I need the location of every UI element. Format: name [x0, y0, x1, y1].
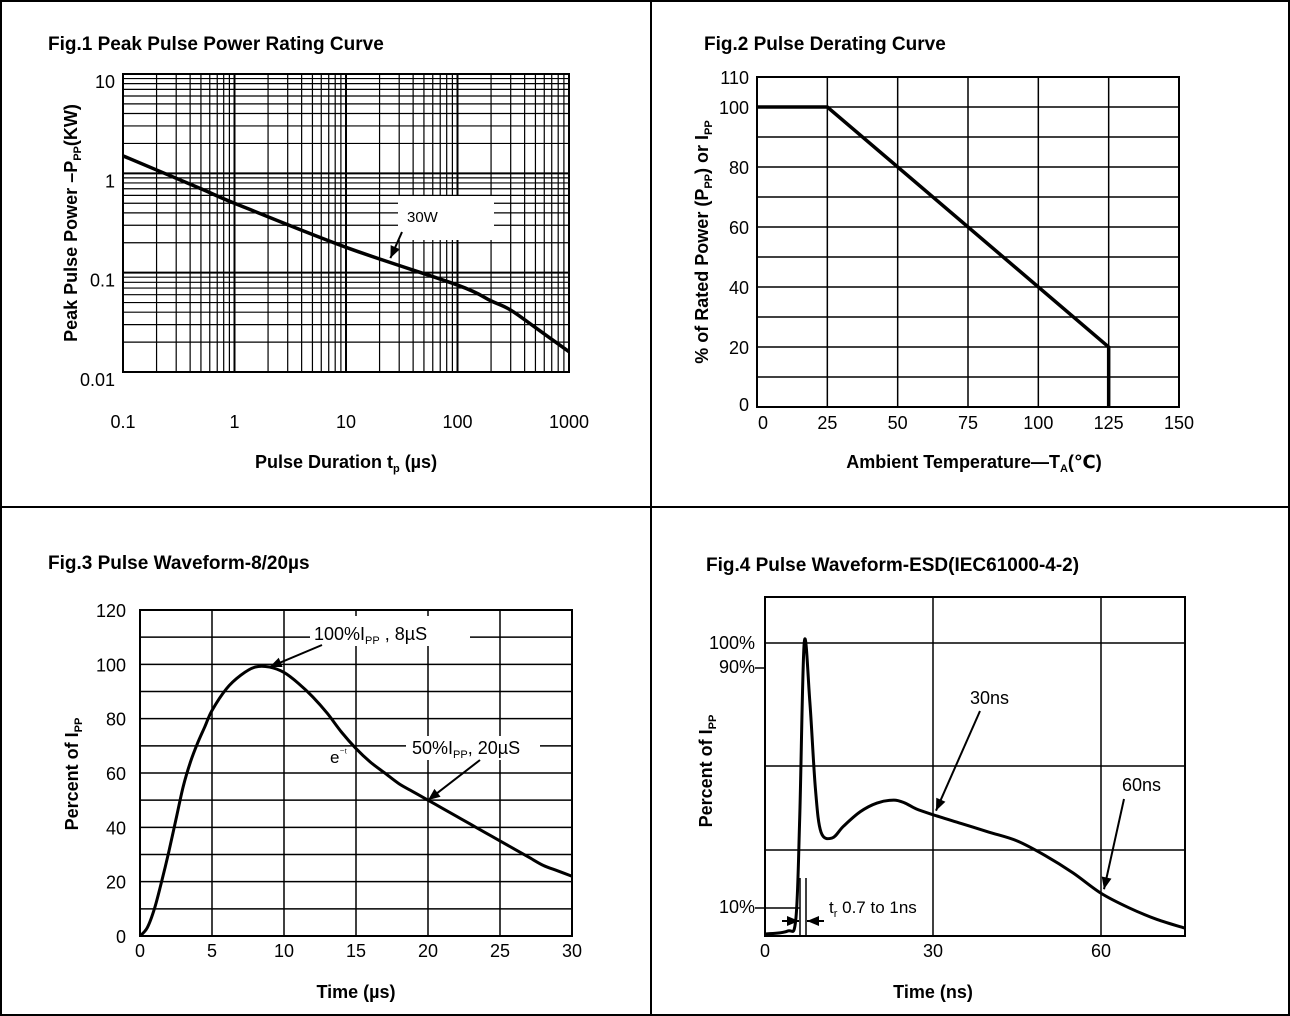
annotation-half-arrow-head: [428, 788, 441, 801]
x-tick-label: 25: [817, 413, 837, 433]
fig1-chart: 0.1 1 10 100 1000 0.01 0.1 1 10 30W Pulse Duration…: [61, 72, 589, 475]
y-tick-label: 80: [106, 710, 126, 730]
y-tick-label: 10%: [719, 897, 755, 917]
annotation-decay: e⁻ᵗ: [330, 748, 347, 767]
annotation-60ns: 60ns: [1122, 775, 1161, 795]
x-tick-label: 30: [923, 941, 943, 961]
plot-border: [756, 76, 1180, 408]
y-tick-label: 0.01: [80, 370, 115, 390]
plot-border: [764, 596, 1186, 937]
fig3-title: Fig.3 Pulse Waveform-8/20µs: [48, 553, 310, 574]
rise-arrow-left-head: [787, 916, 799, 926]
fig4-title: Fig.4 Pulse Waveform-ESD(IEC61000-4-2): [706, 555, 1080, 576]
x-tick-label: 15: [346, 941, 366, 961]
x-axis-label: Pulse Duration tp (µs): [255, 452, 437, 475]
fig2-title: Fig.2 Pulse Derating Curve: [704, 34, 946, 55]
annotation-box: [406, 736, 540, 760]
y-tick-label: 0: [116, 927, 126, 947]
y-tick-label: 40: [106, 818, 126, 838]
x-tick-label: 20: [418, 941, 438, 961]
y-axis-label: Percent of IPP: [62, 718, 85, 831]
series-line: [122, 154, 571, 354]
series-line: [757, 105, 1111, 407]
plot-border: [122, 73, 570, 373]
rise-arrow-right-head: [807, 916, 819, 926]
annotation-box: [398, 196, 494, 240]
x-tick-label: 100: [442, 412, 472, 432]
annotation-60ns-arrow-head: [1101, 876, 1112, 890]
annotation-arrow-head: [390, 245, 400, 259]
x-axis-label: Time (ns): [893, 982, 973, 1002]
fig4-chart: 100% 90% 10% 0 30 60 tr 0.7 to 1ns 30ns 60ns Time…: [696, 596, 1186, 1002]
annotation-box: [310, 616, 470, 646]
y-tick-label: 40: [729, 278, 749, 298]
annotation-half: 50%IPP, 20µS: [412, 738, 520, 761]
y-tick-label: 60: [729, 218, 749, 238]
y-tick-label: 60: [106, 764, 126, 784]
y-axis-label: Peak Pulse Power –PPP(KW): [61, 104, 84, 342]
annotation-peak-arrow-head: [269, 657, 283, 668]
fig1-title: Fig.1 Peak Pulse Power Rating Curve: [48, 34, 384, 55]
x-tick-label: 0.1: [110, 412, 135, 432]
fig2-chart: 0 25 50 75 100 125 150 0 20 40 60 80 100 110 Ambient T…: [692, 68, 1194, 475]
fig3-chart: 0 5 10 15 20 25 30 0 20 40 60 80 100 120 100%IPP , 8µS…: [62, 601, 582, 1002]
x-tick-label: 10: [274, 941, 294, 961]
y-tick-label: 20: [729, 338, 749, 358]
x-tick-label: 125: [1094, 413, 1124, 433]
series-line: [764, 637, 1186, 936]
y-tick-label: 10: [95, 72, 115, 92]
annotation-30w: 30W: [407, 209, 439, 226]
x-axis-label: Ambient Temperature—TA(℃): [846, 452, 1101, 475]
x-tick-label: 10: [336, 412, 356, 432]
y-tick-label: 100%: [709, 633, 755, 653]
x-tick-label: 5: [207, 941, 217, 961]
annotation-peak: 100%IPP , 8µS: [314, 624, 427, 647]
y-tick-label: 110: [720, 68, 749, 88]
y-tick-label: 120: [96, 601, 126, 621]
x-tick-label: 0: [760, 941, 770, 961]
x-tick-label: 150: [1164, 413, 1194, 433]
y-tick-label: 20: [106, 873, 126, 893]
series-line: [138, 664, 573, 938]
y-axis-label: Percent of IPP: [696, 715, 719, 828]
x-tick-label: 1000: [549, 412, 589, 432]
y-tick-label: 1: [105, 171, 115, 191]
x-tick-label: 1: [229, 412, 239, 432]
y-tick-label: 0: [739, 395, 749, 415]
annotation-30ns-arrow: [935, 710, 981, 812]
plot-border: [139, 609, 573, 937]
x-tick-label: 0: [135, 941, 145, 961]
y-tick-label: 0.1: [90, 271, 115, 291]
y-tick-label: 100: [96, 655, 126, 675]
annotation-60ns-arrow: [1103, 798, 1125, 890]
annotation-30ns-arrow-head: [936, 797, 946, 811]
annotation-rise: tr 0.7 to 1ns: [829, 898, 917, 920]
x-tick-label: 30: [562, 941, 582, 961]
y-axis-label: % of Rated Power (PPP) or IPP: [692, 120, 715, 363]
x-tick-label: 75: [958, 413, 978, 433]
x-tick-label: 0: [758, 413, 768, 433]
annotation-30ns: 30ns: [970, 688, 1009, 708]
x-axis-label: Time (µs): [316, 982, 395, 1002]
y-tick-label: 90%: [719, 657, 755, 677]
x-tick-label: 60: [1091, 941, 1111, 961]
x-tick-label: 25: [490, 941, 510, 961]
x-tick-label: 100: [1023, 413, 1053, 433]
y-tick-label: 80: [729, 158, 749, 178]
y-tick-label: 100: [719, 98, 749, 118]
x-tick-label: 50: [888, 413, 908, 433]
